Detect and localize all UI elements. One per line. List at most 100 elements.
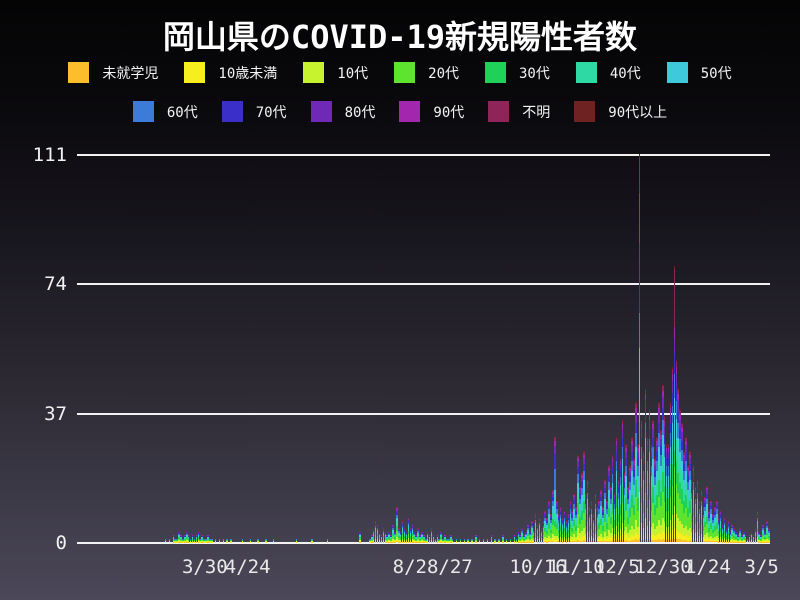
bar-segment bbox=[608, 540, 610, 542]
bar-segment bbox=[635, 479, 637, 498]
bar-segment bbox=[712, 514, 714, 516]
bar-segment bbox=[739, 534, 741, 536]
stacked-bar bbox=[660, 430, 662, 542]
bar-segment bbox=[409, 528, 412, 530]
stacked-bar bbox=[708, 510, 710, 542]
bar-segment bbox=[766, 538, 768, 541]
bar-segment bbox=[598, 518, 600, 524]
bar-segment bbox=[583, 451, 585, 453]
bar-segment bbox=[600, 490, 602, 492]
bar-segment bbox=[629, 540, 631, 542]
bar-segment bbox=[652, 487, 654, 503]
stacked-bar bbox=[193, 538, 196, 542]
stacked-bar bbox=[529, 531, 531, 542]
bar-segment bbox=[586, 493, 589, 500]
bar-segment bbox=[662, 435, 664, 454]
bar-segment bbox=[662, 491, 664, 518]
bar-segment bbox=[673, 528, 676, 540]
stacked-bar bbox=[739, 528, 741, 542]
bar-segment bbox=[762, 534, 764, 537]
bar-segment bbox=[679, 428, 681, 439]
bar-segment bbox=[621, 523, 624, 534]
bar-segment bbox=[403, 532, 406, 535]
bar-segment bbox=[411, 525, 413, 526]
bar-segment bbox=[409, 535, 412, 538]
bar-segment bbox=[631, 438, 633, 442]
bar-segment bbox=[403, 531, 406, 533]
bar-segment bbox=[644, 473, 647, 493]
stacked-bar bbox=[610, 486, 612, 542]
bar-segment bbox=[692, 468, 695, 472]
bar-segment bbox=[685, 438, 687, 442]
bar-segment bbox=[683, 454, 685, 459]
bar-segment bbox=[675, 538, 678, 542]
bar-segment bbox=[768, 530, 770, 532]
bar-segment bbox=[417, 534, 419, 536]
bar-segment bbox=[762, 530, 764, 533]
bar-segment bbox=[706, 538, 708, 541]
bar-segment bbox=[382, 529, 385, 531]
bar-segment bbox=[396, 536, 398, 540]
bar-segment bbox=[525, 532, 527, 534]
bar-segment bbox=[475, 540, 477, 542]
bar-segment bbox=[669, 433, 672, 448]
stacked-bar bbox=[380, 535, 383, 542]
bar-segment bbox=[529, 534, 531, 537]
bar-segment bbox=[598, 509, 600, 514]
bar-segment bbox=[552, 518, 554, 526]
bar-segment bbox=[184, 539, 186, 541]
bar-segment bbox=[685, 437, 687, 439]
bar-segment bbox=[197, 541, 200, 542]
bar-segment bbox=[450, 538, 452, 540]
bar-segment bbox=[768, 528, 770, 530]
bar-segment bbox=[719, 515, 722, 518]
bar-segment bbox=[415, 536, 417, 538]
bar-segment bbox=[762, 528, 764, 531]
bar-segment bbox=[633, 470, 635, 477]
bar-segment bbox=[596, 526, 599, 531]
bar-segment bbox=[727, 532, 730, 536]
bar-segment bbox=[633, 459, 635, 462]
legend-swatch-icon bbox=[310, 101, 332, 122]
bar-segment bbox=[382, 539, 385, 542]
bar-segment bbox=[752, 538, 755, 540]
bar-segment bbox=[689, 464, 691, 472]
bar-segment bbox=[382, 534, 385, 536]
bar-segment bbox=[531, 521, 533, 523]
bar-segment bbox=[660, 534, 662, 540]
bar-segment bbox=[623, 502, 626, 511]
bar-segment bbox=[656, 460, 658, 471]
bar-segment bbox=[642, 490, 645, 502]
bar-segment bbox=[683, 452, 685, 455]
bar-segment bbox=[631, 460, 633, 471]
bar-segment bbox=[675, 367, 678, 375]
bar-segment bbox=[557, 533, 560, 538]
bar-segment bbox=[388, 537, 390, 539]
stacked-bar bbox=[191, 535, 194, 542]
bar-segment bbox=[378, 533, 381, 535]
bar-segment bbox=[401, 524, 404, 526]
bar-segment bbox=[696, 481, 699, 485]
bar-segment bbox=[502, 538, 504, 539]
bar-segment bbox=[577, 503, 579, 515]
x-tick-label: 12/30 bbox=[634, 556, 692, 578]
bar-segment bbox=[548, 503, 550, 507]
bar-segment bbox=[739, 541, 741, 542]
bar-segment bbox=[619, 504, 622, 516]
bar-segment bbox=[737, 536, 739, 537]
stacked-bar bbox=[390, 535, 392, 542]
bar-segment bbox=[652, 429, 654, 438]
bar-segment bbox=[191, 538, 194, 539]
bar-segment bbox=[762, 527, 764, 529]
bar-segment bbox=[689, 458, 691, 465]
bar-segment bbox=[758, 537, 760, 539]
bar-segment bbox=[421, 533, 423, 535]
bar-segment bbox=[744, 537, 747, 539]
bar-segment bbox=[679, 409, 681, 411]
bar-segment bbox=[725, 528, 728, 530]
bar-segment bbox=[536, 528, 539, 531]
bar-segment bbox=[623, 472, 626, 473]
bar-segment bbox=[714, 530, 716, 537]
bar-segment bbox=[635, 532, 637, 540]
bar-segment bbox=[766, 524, 768, 526]
